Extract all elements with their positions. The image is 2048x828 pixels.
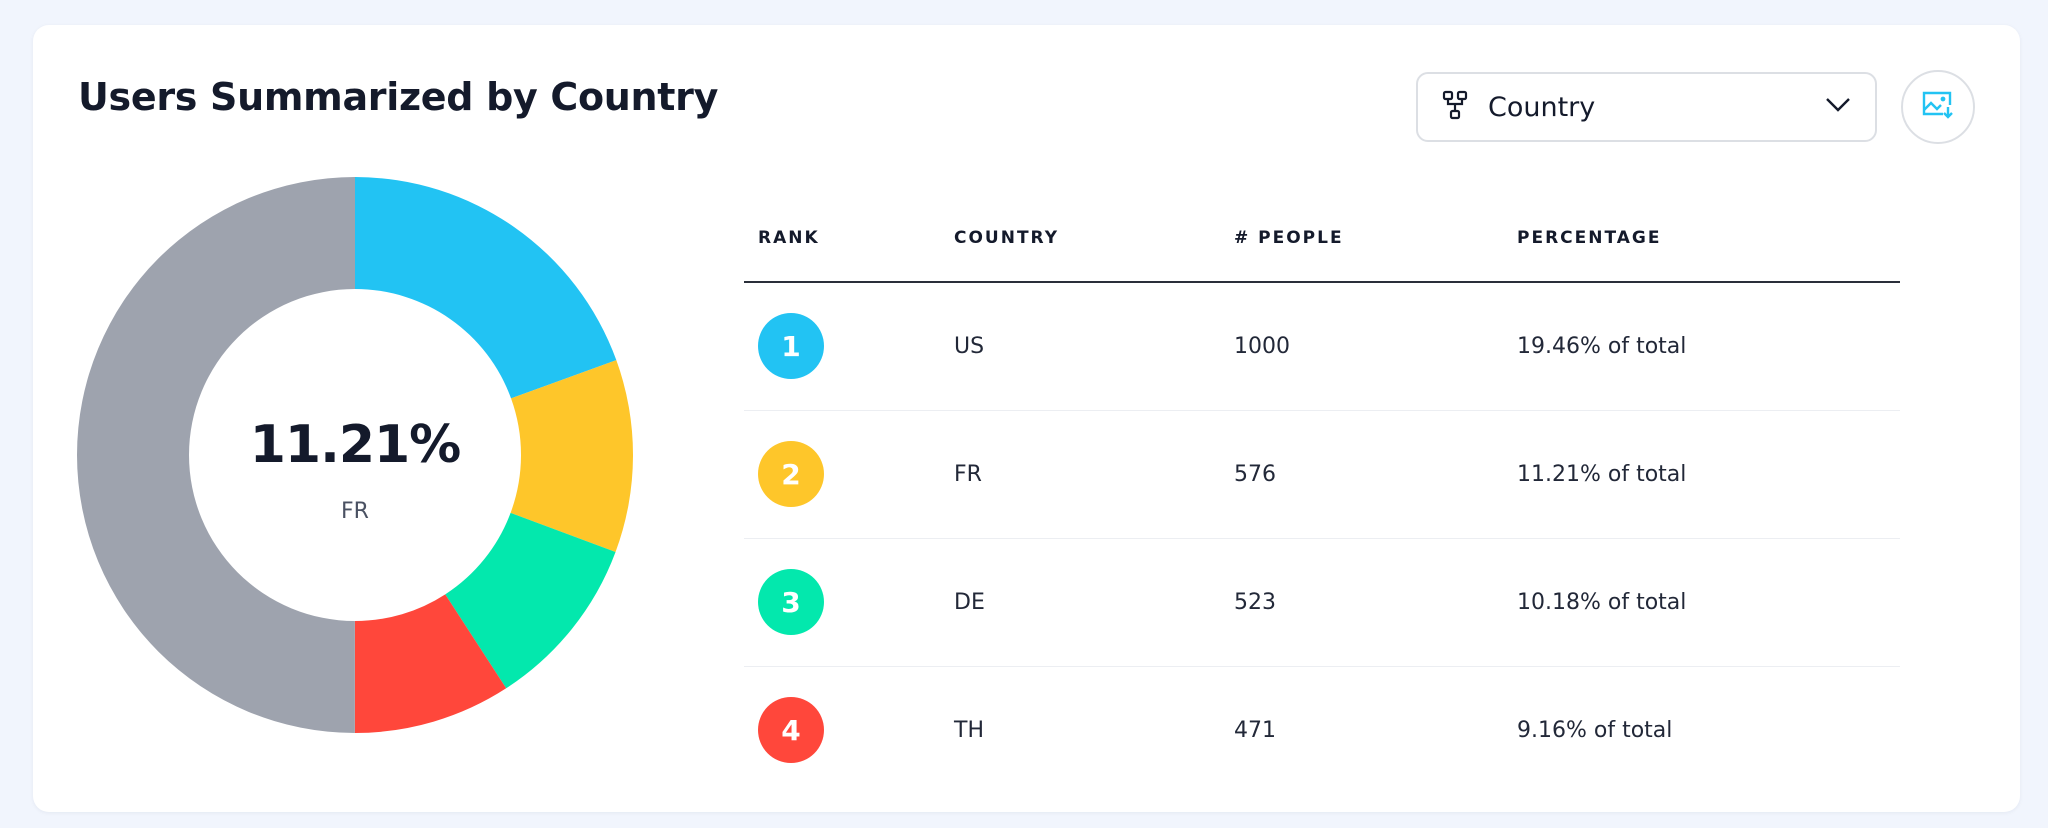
hierarchy-icon (1442, 90, 1468, 124)
country-table: RANK COUNTRY # PEOPLE PERCENTAGE 1 US 10… (744, 195, 1900, 794)
country-cell: TH (954, 717, 984, 743)
donut-chart (77, 177, 633, 733)
header-country: COUNTRY (940, 195, 1220, 283)
card-title: Users Summarized by Country (78, 75, 719, 119)
table-row: 4 TH 471 9.16% of total (744, 666, 1900, 794)
donut-slice-th[interactable] (354, 594, 507, 733)
header-people: # PEOPLE (1220, 195, 1503, 283)
donut-center-label: FR (341, 499, 369, 524)
header-rank: RANK (744, 195, 940, 283)
rank-badge: 1 (758, 313, 824, 380)
percentage-cell: 11.21% of total (1503, 410, 1900, 539)
people-cell: 471 (1234, 717, 1276, 743)
people-cell: 576 (1220, 410, 1503, 539)
percentage-cell: 9.16% of total (1517, 717, 1673, 743)
percentage-cell: 10.18% of total (1503, 538, 1900, 667)
table-row: 3 DE 523 10.18% of total (744, 538, 1900, 667)
rank-badge: 4 (758, 697, 824, 764)
rank-badge: 3 (758, 569, 824, 635)
rank-badge: 2 (758, 441, 824, 507)
donut-slice-de[interactable] (445, 512, 616, 689)
country-cell: FR (940, 410, 1220, 539)
country-cell: US (940, 282, 1220, 411)
users-by-country-card: Users Summarized by Country Country 11.2… (33, 25, 2020, 812)
chevron-down-icon (1825, 97, 1851, 117)
table-header-row: RANK COUNTRY # PEOPLE PERCENTAGE (744, 195, 1900, 283)
table-row: 1 US 1000 19.46% of total (744, 282, 1900, 411)
percentage-cell: 19.46% of total (1503, 282, 1900, 411)
export-image-button[interactable] (1901, 70, 1975, 144)
table-row: 2 FR 576 11.21% of total (744, 410, 1900, 539)
people-cell: 1000 (1220, 282, 1503, 411)
group-by-dropdown[interactable]: Country (1416, 72, 1877, 142)
header-percentage: PERCENTAGE (1503, 195, 1900, 283)
donut-slice-fr[interactable] (510, 360, 633, 552)
people-cell: 523 (1220, 538, 1503, 667)
image-download-icon (1921, 90, 1955, 124)
donut-slice-other[interactable] (77, 177, 355, 733)
donut-slice-us[interactable] (355, 177, 617, 399)
country-cell: DE (940, 538, 1220, 667)
dropdown-selected-value: Country (1488, 91, 1596, 123)
donut-center-value: 11.21% (249, 415, 462, 475)
